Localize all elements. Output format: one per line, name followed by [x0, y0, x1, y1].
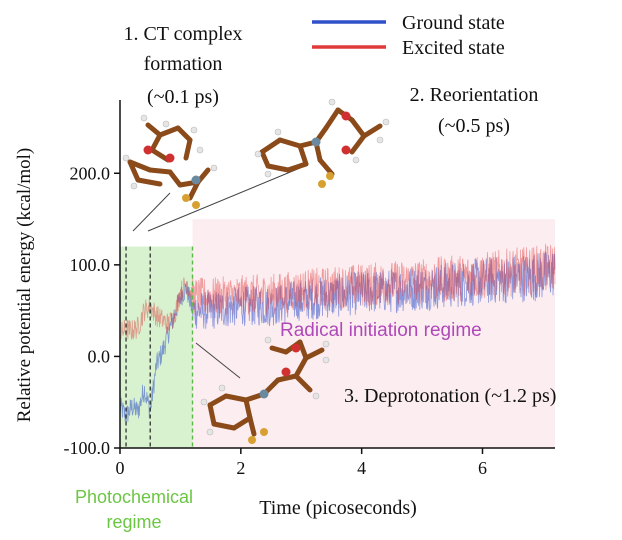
annotation-reorient-line-2: (~0.5 ps) — [438, 115, 510, 137]
molecule-reorientation — [254, 98, 390, 188]
callout-line-reorient — [147, 167, 301, 232]
y-axis-ticks: -100.0 0.0 100.0 200.0 — [64, 163, 120, 458]
annotation-reorient-line-1: 2. Reorientation — [410, 84, 539, 106]
annotation-ct-line-2: formation — [144, 53, 223, 75]
ground-state-trace — [119, 251, 556, 423]
legend-label-ground: Ground state — [402, 12, 505, 34]
radical-regime-label: Radical initiation regime — [280, 320, 482, 341]
photochemical-region — [120, 246, 193, 448]
y-tick-label: 200.0 — [70, 163, 111, 183]
x-tick-label: 0 — [116, 458, 125, 478]
y-axis-title: Relative potential energy (kcal/mol) — [14, 148, 35, 423]
x-tick-label: 4 — [357, 458, 366, 478]
y-tick-label: 100.0 — [70, 255, 111, 275]
annotation-ct-complex: 1. CT complex formation (~0.1 ps) — [123, 23, 242, 108]
legend-label-excited: Excited state — [402, 37, 505, 59]
molecule-deprotonation — [200, 336, 330, 444]
radical-initiation-region — [192, 219, 555, 448]
event-markers — [125, 246, 194, 448]
callout-line-ct — [132, 192, 171, 232]
photochemical-regime-label-1: Photochemical — [75, 487, 193, 507]
x-axis-title: Time (picoseconds) — [259, 497, 417, 519]
photochemical-regime-label-2: regime — [106, 512, 161, 532]
y-tick-label: 0.0 — [88, 346, 111, 366]
annotation-ct-line-3: (~0.1 ps) — [147, 86, 219, 108]
x-tick-label: 6 — [478, 458, 487, 478]
molecule-ct-complex — [122, 114, 218, 209]
x-axis-ticks: 0 2 4 6 — [116, 448, 487, 478]
annotation-ct-line-1: 1. CT complex — [123, 23, 242, 45]
callout-line-deprot — [195, 342, 241, 379]
legend: Ground state Excited state — [312, 12, 505, 59]
annotation-reorientation: 2. Reorientation (~0.5 ps) — [410, 84, 539, 137]
annotation-deprotonation: 3. Deprotonation (~1.2 ps) — [344, 385, 556, 407]
x-tick-label: 2 — [236, 458, 245, 478]
y-tick-label: -100.0 — [64, 438, 111, 458]
